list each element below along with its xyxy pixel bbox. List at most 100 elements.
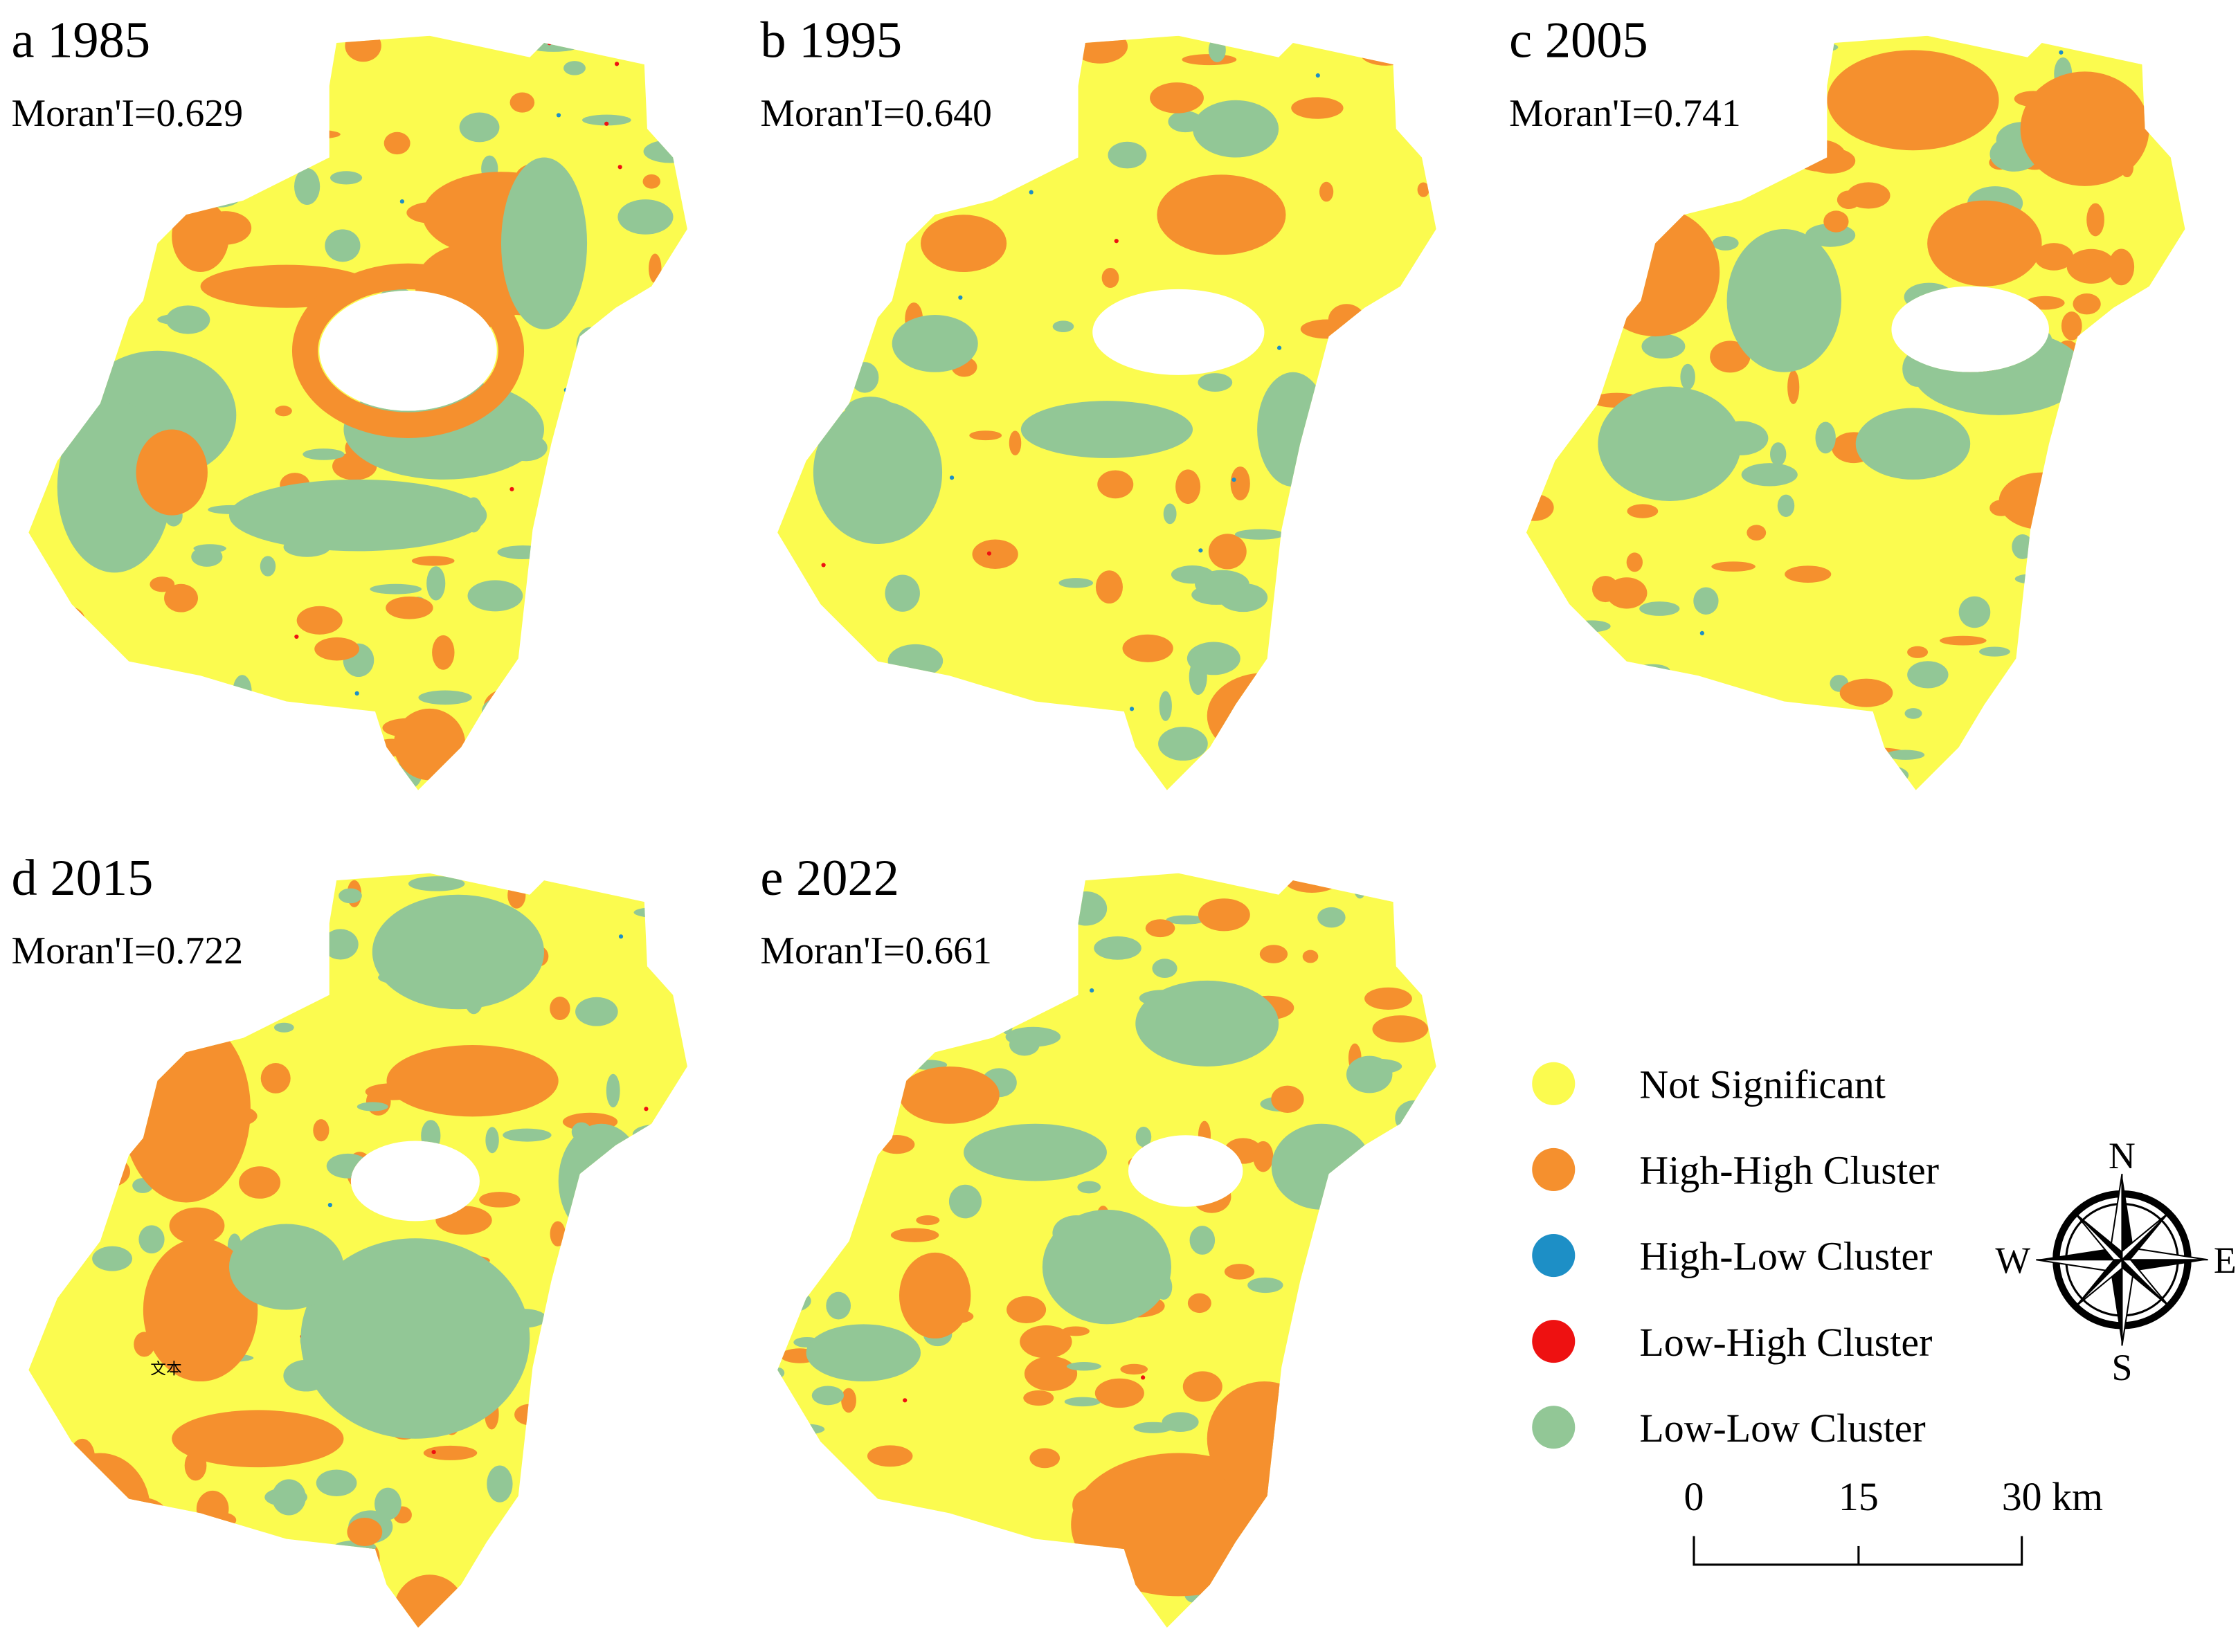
map-patch — [28, 1456, 43, 1476]
map-patch — [507, 882, 526, 909]
map-patch — [1426, 779, 1436, 790]
map-patch — [1998, 472, 2085, 530]
map-patch — [617, 165, 622, 170]
map-patch — [1684, 693, 1729, 716]
map-patch — [1627, 504, 1659, 518]
map-patch — [179, 1577, 235, 1605]
map-patch — [1567, 274, 1587, 296]
map-patch — [2122, 500, 2165, 520]
map-patch — [1218, 583, 1268, 612]
map-patch — [1573, 620, 1611, 633]
map-patch — [1180, 1197, 1199, 1207]
map-patch — [316, 1469, 357, 1497]
map-patch — [1980, 730, 2005, 743]
map-patch — [138, 1225, 165, 1254]
map-patch — [2040, 769, 2074, 785]
map-patch — [2066, 248, 2116, 284]
map-patch — [1360, 42, 1412, 66]
map-patch — [1135, 980, 1279, 1067]
map-patch — [1029, 1448, 1061, 1469]
map-patch — [2034, 243, 2074, 271]
map-patch — [1823, 210, 1849, 233]
map-patch — [1391, 1204, 1404, 1222]
map-patch — [1052, 320, 1074, 332]
map-patch — [313, 1119, 330, 1142]
map-patch — [383, 131, 410, 155]
map-patch — [777, 1367, 785, 1379]
map-patch — [777, 1289, 811, 1314]
map-patch — [816, 251, 859, 262]
map-patch — [1006, 1599, 1056, 1615]
map-patch — [813, 378, 830, 389]
map-patch — [1029, 190, 1034, 194]
map-patch — [228, 979, 265, 1001]
map-patch — [330, 171, 363, 185]
map-patch — [1747, 525, 1767, 541]
map-patch — [1958, 596, 1991, 628]
map-patch — [1326, 1394, 1360, 1405]
map-patch — [589, 754, 614, 769]
map-patch — [235, 140, 260, 163]
map-patch — [597, 1490, 641, 1511]
scale-label: 0 — [1684, 1474, 1704, 1519]
map-patch — [859, 274, 872, 289]
map-patch — [236, 906, 241, 911]
map-patch — [626, 368, 676, 406]
map-patch — [2157, 659, 2185, 671]
map-patch — [1605, 783, 1650, 790]
map-patch — [1346, 1055, 1393, 1093]
map-patch — [994, 1558, 1048, 1595]
map-patch — [296, 606, 343, 635]
map-patch — [487, 1465, 513, 1503]
map-patch — [411, 556, 455, 566]
map-patch — [627, 1592, 660, 1601]
map-patch — [337, 779, 353, 790]
map-patch — [2147, 777, 2185, 790]
map-patch — [1953, 300, 2000, 334]
map-patch — [921, 215, 1007, 273]
map-patch — [1141, 1375, 1146, 1380]
map-patch — [134, 756, 172, 785]
map-patch — [1329, 1172, 1344, 1196]
map-patch — [482, 717, 533, 732]
map-patch — [850, 362, 879, 393]
map-patch — [840, 641, 859, 676]
map-patch — [1058, 578, 1094, 588]
map-patch — [777, 1600, 786, 1614]
map-patch — [2133, 686, 2183, 714]
map-patch — [2133, 325, 2151, 357]
map-patch — [1077, 1181, 1101, 1194]
map-patch — [1856, 764, 1909, 786]
map-patch — [863, 764, 893, 788]
map-patch — [525, 599, 557, 633]
map-patch — [1000, 1005, 1014, 1035]
map-patch — [602, 577, 639, 592]
map-patch — [1372, 1015, 1429, 1043]
map-patch — [1114, 239, 1119, 244]
map-patch — [208, 902, 255, 928]
map-patch — [1693, 587, 1719, 615]
map-patch — [1234, 529, 1285, 540]
map-patch — [617, 199, 674, 235]
map-patch — [1317, 907, 1346, 928]
map-patch — [536, 599, 593, 628]
map-patch — [294, 634, 299, 639]
map-patch — [345, 35, 381, 62]
map-patch — [1108, 141, 1147, 169]
map-patch — [327, 1203, 332, 1208]
map-patch — [813, 1026, 869, 1054]
map-patch — [563, 388, 568, 392]
map-patch — [1749, 35, 1784, 44]
map-patch — [1122, 634, 1173, 662]
map-patch — [41, 605, 85, 635]
map-patch — [1090, 988, 1094, 993]
map-patch — [645, 334, 650, 339]
map-panel: b 1995 Moran'I=0.640 — [760, 12, 1436, 790]
map-patch — [2012, 534, 2034, 559]
legend-label: High-Low Cluster — [1639, 1234, 1932, 1279]
map-patch — [44, 608, 71, 629]
map-patch — [374, 1487, 401, 1521]
map-patch — [811, 1386, 845, 1406]
map-patch — [1402, 109, 1436, 134]
map-patch — [867, 1445, 913, 1467]
